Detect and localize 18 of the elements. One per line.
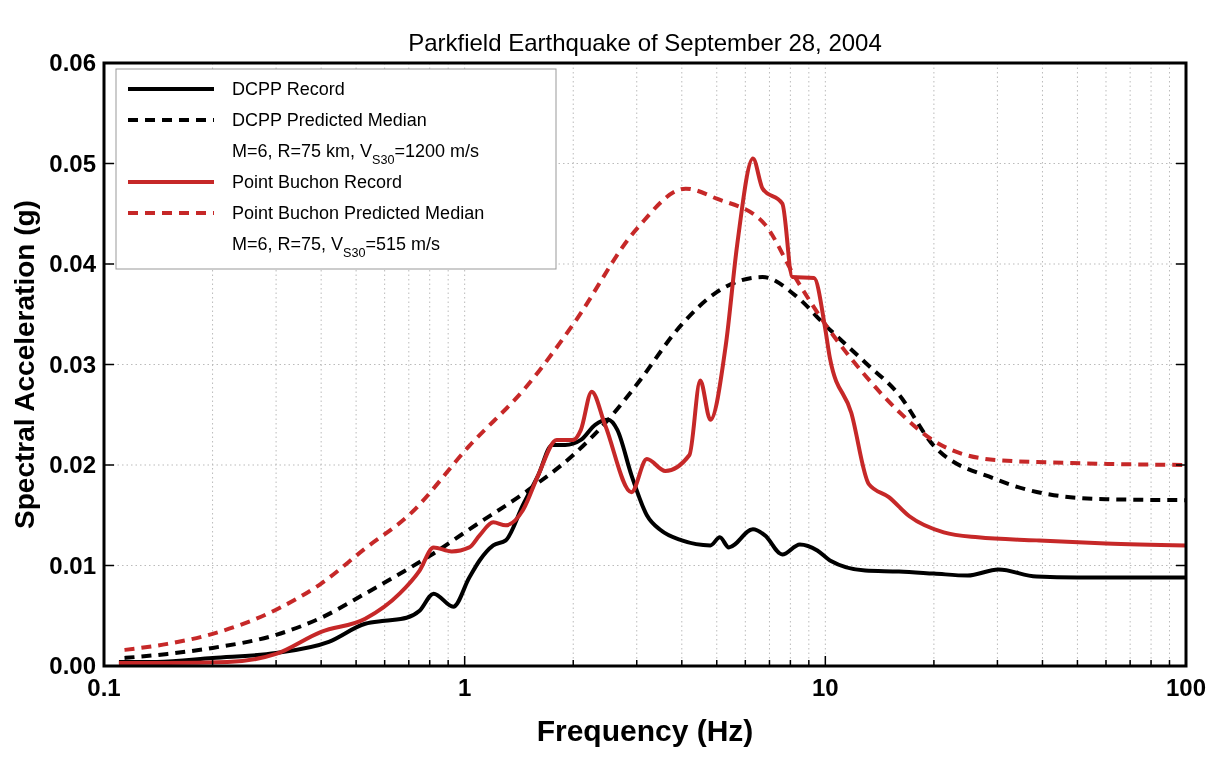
x-tick-label: 10 [811,674,839,701]
y-axis-title: Spectral Acceleration (g) [9,200,40,529]
legend-label: DCPP Record [232,79,345,100]
x-axis-title: Frequency (Hz) [536,714,754,747]
chart-title: Parkfield Earthquake of September 28, 2004 [408,29,882,56]
y-tick-label: 0.03 [49,350,96,378]
legend-label: DCPP Predicted Median [232,110,427,131]
y-tick-label: 0.04 [49,250,97,278]
x-tick-label: 100 [1165,674,1207,701]
legend-label: Point Buchon Predicted Median [232,203,485,224]
y-tick-label: 0.05 [49,149,96,177]
y-tick-label: 0.06 [49,49,96,77]
legend-label: Point Buchon Record [232,172,403,193]
y-tick-label: 0.02 [49,451,96,479]
annotation: M=6, R=75, V$_{S30}$=515 m/s [232,234,441,261]
x-tick-label: 1 [457,674,472,701]
annotation: M=6, R=75 km, V$_{S30}$=1200 m/s [232,141,480,168]
y-tick-label: 0.01 [49,551,96,579]
